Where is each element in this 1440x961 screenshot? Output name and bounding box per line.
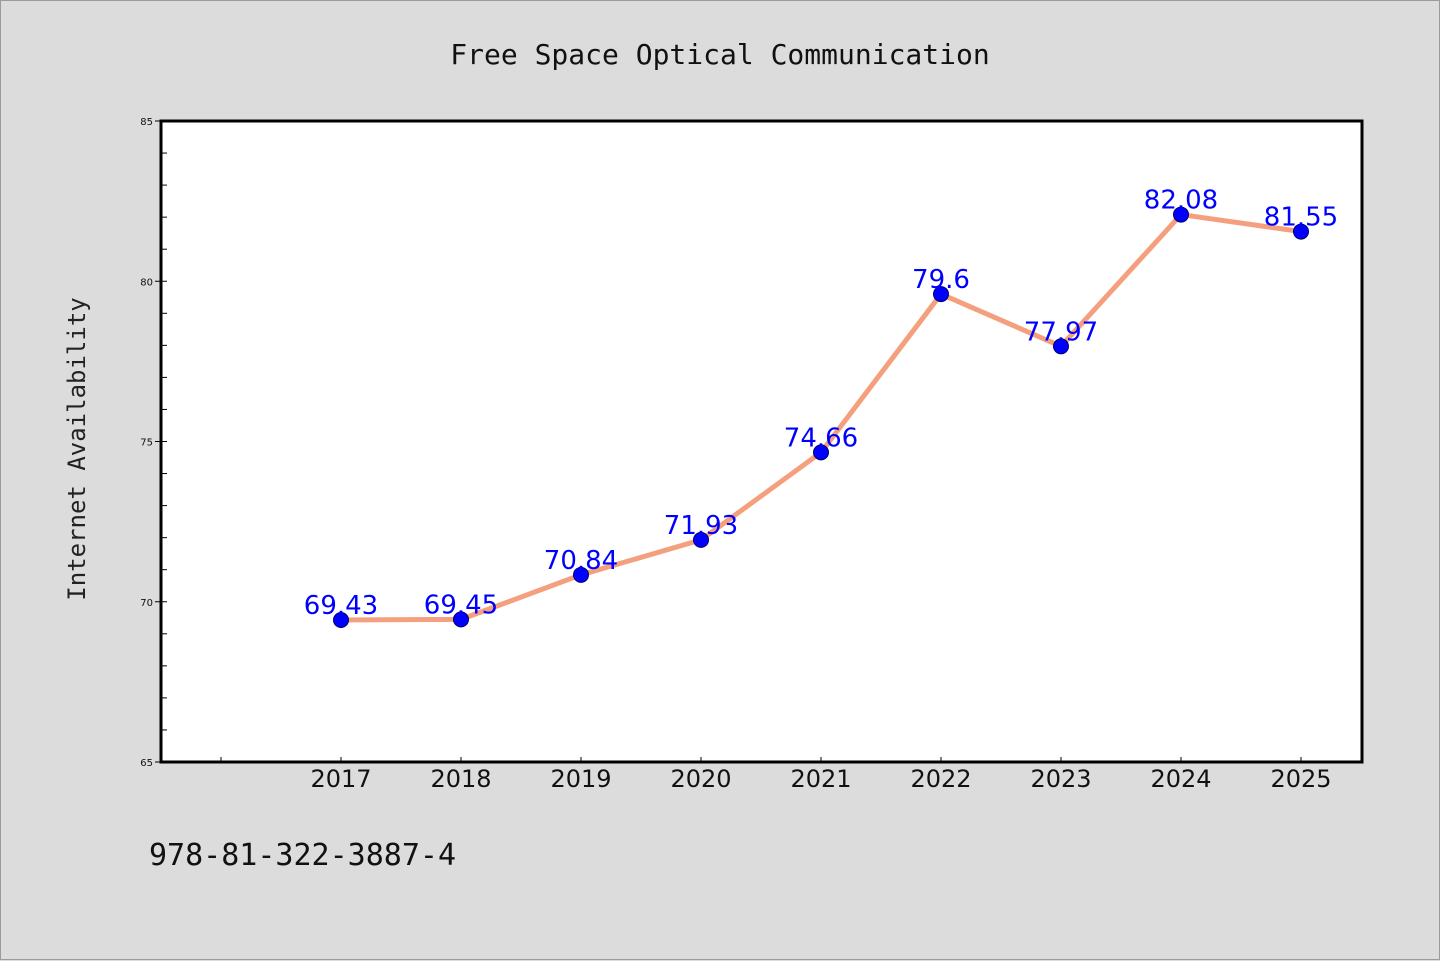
x-tick-label: 2020 xyxy=(670,765,731,793)
data-point xyxy=(333,612,349,629)
data-point xyxy=(453,611,469,628)
x-tick-label: 2024 xyxy=(1150,765,1211,793)
data-point xyxy=(693,531,709,548)
data-label: 79.6 xyxy=(912,265,970,295)
x-tick-label: 2025 xyxy=(1270,765,1331,793)
x-tick-label: 2019 xyxy=(550,765,611,793)
x-tick-label: 2017 xyxy=(310,765,371,793)
x-tick-label: 2023 xyxy=(1030,765,1091,793)
y-tick-label: 65 xyxy=(140,758,153,769)
y-tick-label: 80 xyxy=(140,277,153,288)
data-label: 70.84 xyxy=(544,546,618,576)
y-tick-label: 75 xyxy=(140,438,153,449)
data-label: 77.97 xyxy=(1024,317,1098,347)
data-point xyxy=(813,444,829,461)
data-label: 69.43 xyxy=(304,591,378,621)
data-point xyxy=(573,566,589,583)
y-axis-label: Internet Availability xyxy=(63,297,91,600)
x-tick-label: 2022 xyxy=(910,765,971,793)
x-axis-ticks: 2017 2018 2019 2020 2021 2022 2023 2024 2025 xyxy=(220,757,1332,793)
data-label: 69.45 xyxy=(424,590,498,620)
data-point xyxy=(1053,338,1069,355)
y-tick-label: 85 xyxy=(140,117,153,128)
data-point xyxy=(933,286,949,303)
data-point xyxy=(1293,223,1309,240)
footer-isbn: 978-81-322-3887-4 xyxy=(149,838,456,873)
data-point xyxy=(1173,206,1189,223)
y-tick-label: 70 xyxy=(140,598,153,609)
y-axis-ticks: 65 70 75 80 85 xyxy=(140,117,167,769)
plot-area xyxy=(159,119,1364,764)
data-label: 81.55 xyxy=(1264,203,1338,233)
data-label: 82.08 xyxy=(1144,186,1218,216)
data-markers xyxy=(333,206,1309,629)
data-label: 74.66 xyxy=(784,423,858,453)
x-tick-label: 2018 xyxy=(430,765,491,793)
data-labels: 69.43 69.45 70.84 71.93 74.66 79.6 77.97 82.08 8… xyxy=(304,186,1338,621)
x-tick-label: 2021 xyxy=(790,765,851,793)
data-label: 71.93 xyxy=(664,511,738,541)
chart-title: Free Space Optical Communication xyxy=(450,38,989,71)
